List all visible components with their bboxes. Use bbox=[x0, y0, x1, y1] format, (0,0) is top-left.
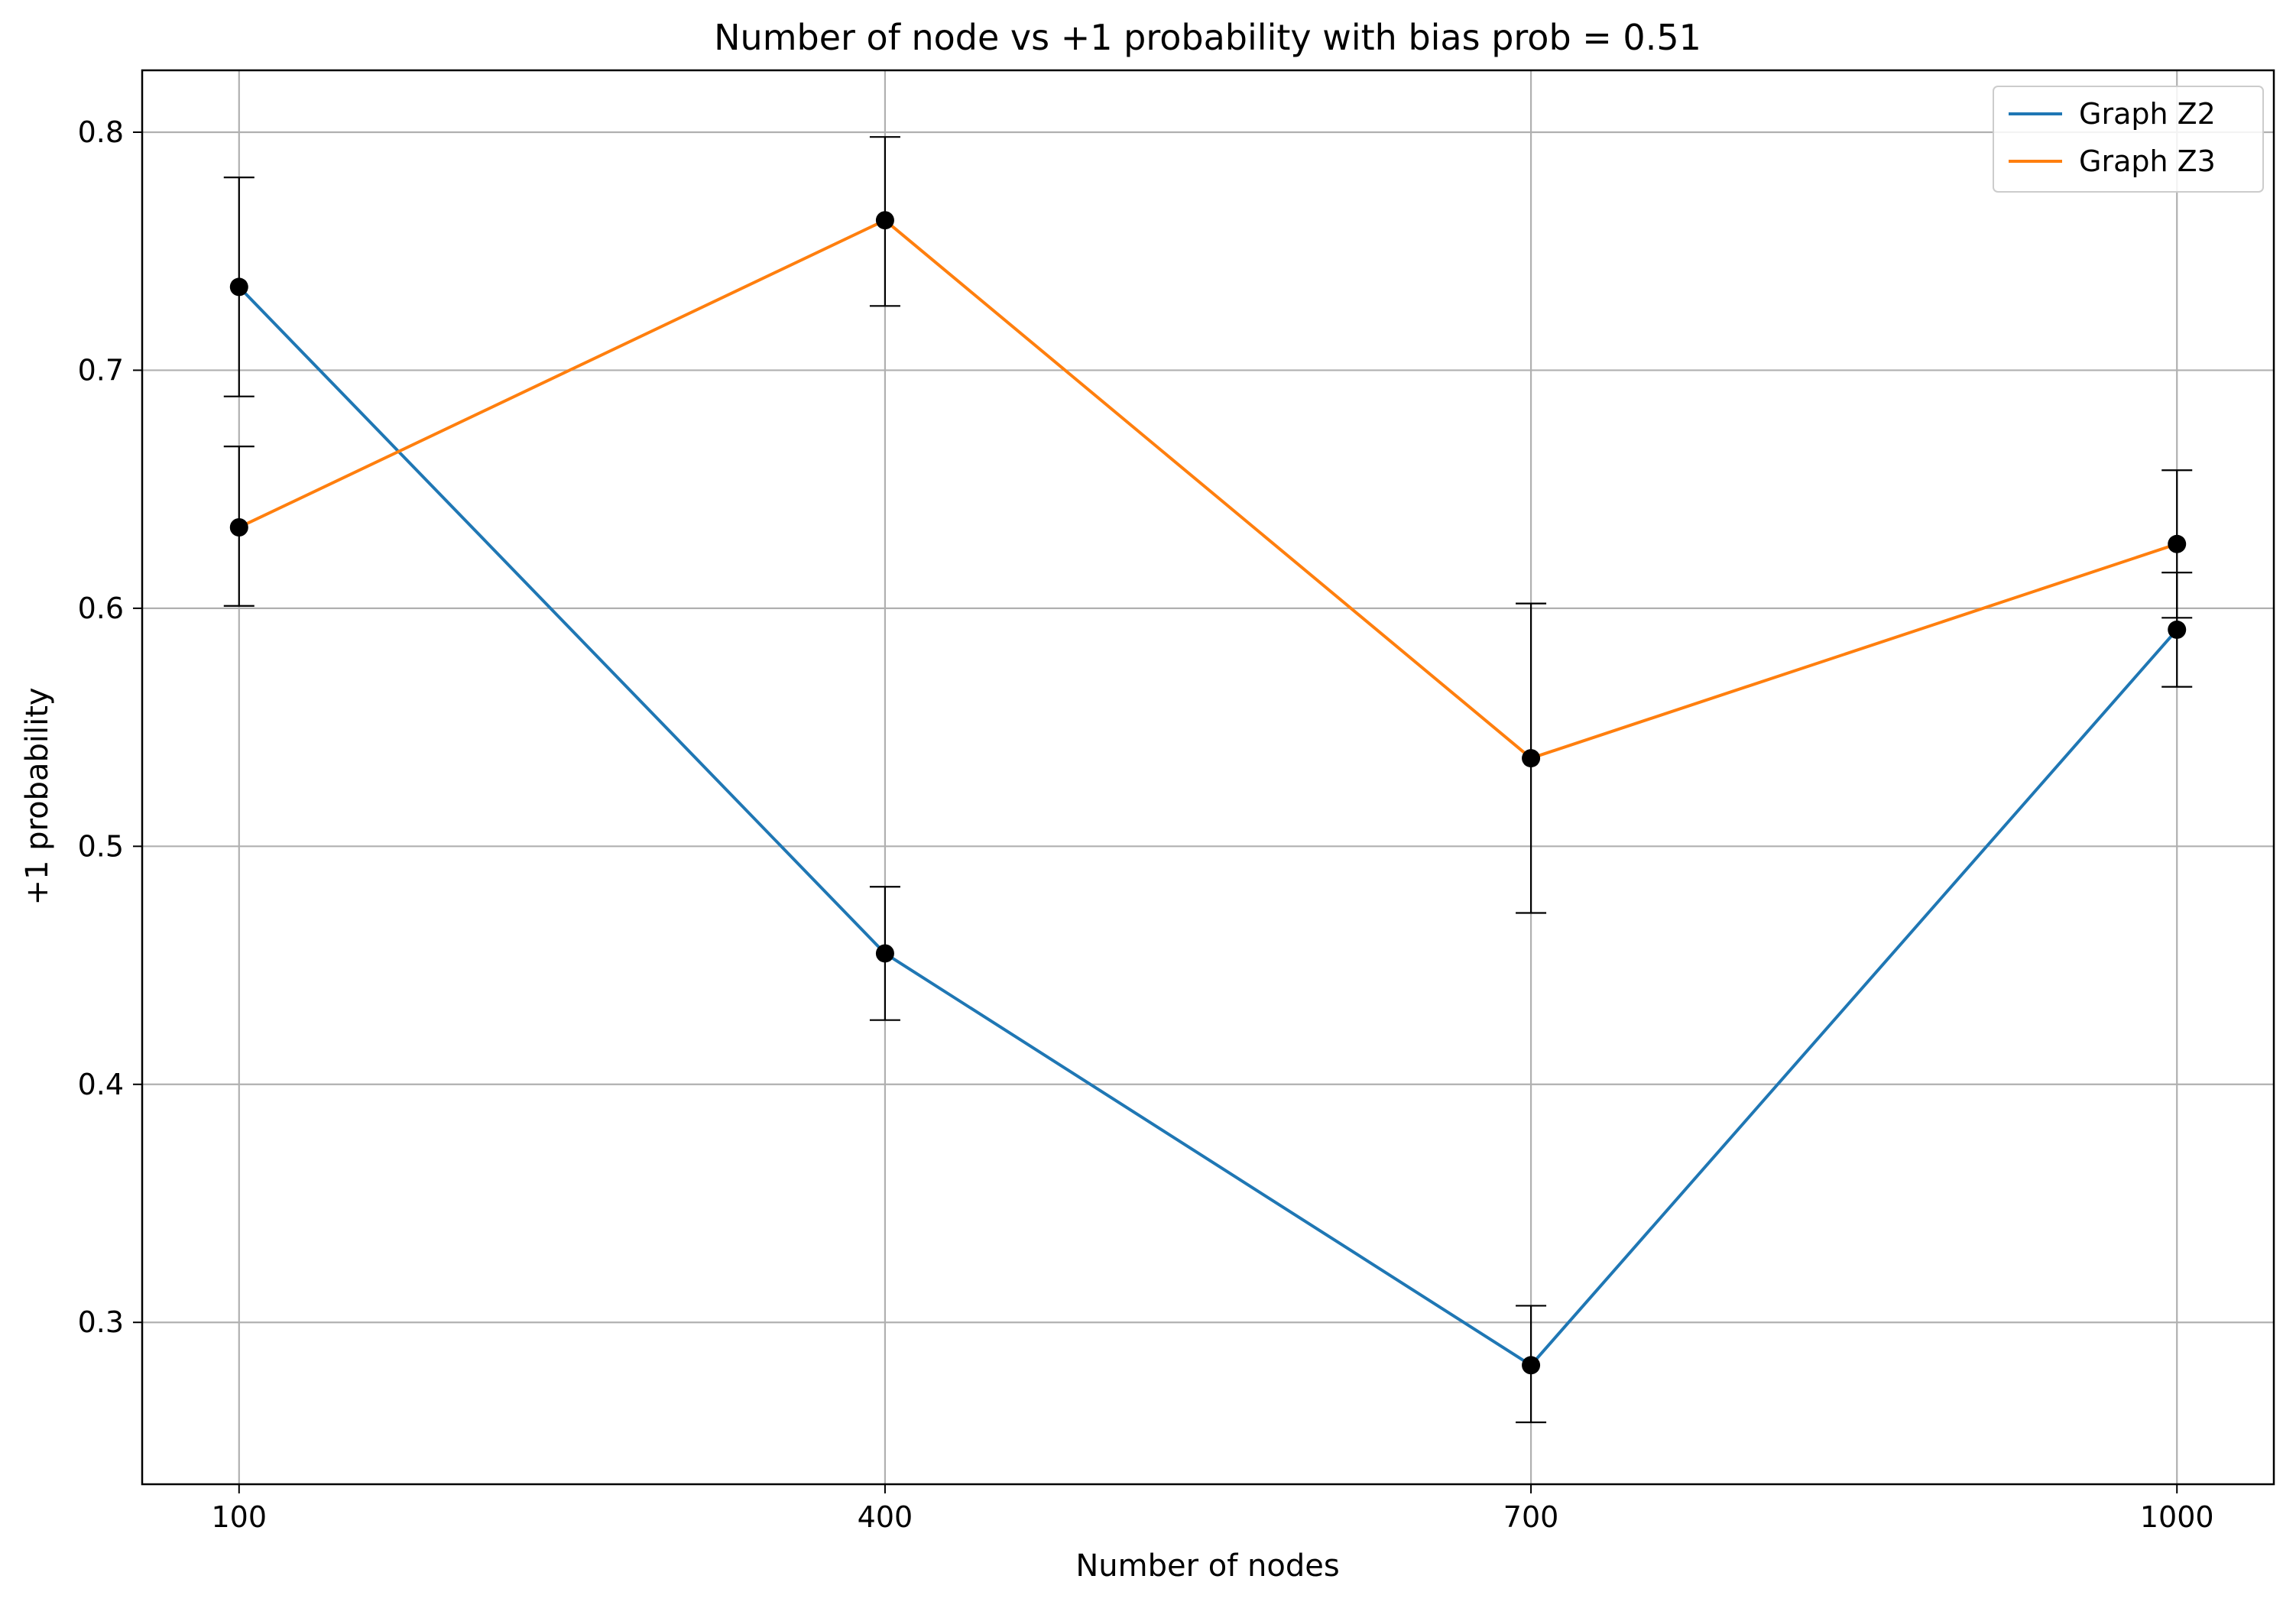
y-tick-label: 0.6 bbox=[78, 592, 124, 625]
x-axis-label: Number of nodes bbox=[1075, 1548, 1339, 1584]
series-line-2 bbox=[238, 219, 2178, 760]
legend-label: Graph Z2 bbox=[2079, 97, 2216, 131]
data-point bbox=[2168, 620, 2187, 639]
x-tick-label: 400 bbox=[858, 1500, 913, 1534]
y-tick-label: 0.7 bbox=[78, 353, 124, 387]
data-point bbox=[875, 211, 894, 230]
data-point bbox=[229, 517, 248, 537]
data-point bbox=[229, 277, 248, 297]
chart-title: Number of node vs +1 probability with bi… bbox=[714, 17, 1701, 58]
x-tick-label: 1000 bbox=[2140, 1500, 2214, 1534]
series-lines bbox=[238, 219, 2178, 1367]
data-point bbox=[875, 944, 894, 963]
y-tick-label: 0.8 bbox=[78, 115, 124, 149]
axis-ticks: 100 400 700 1000 0.3 0.4 0.5 0.6 0.7 0.8 bbox=[78, 115, 2214, 1534]
y-axis-label: +1 probability bbox=[20, 687, 55, 905]
legend: Graph Z2 Graph Z3 bbox=[1993, 86, 2264, 193]
data-point bbox=[1522, 1356, 1541, 1375]
data-markers bbox=[229, 211, 2187, 1375]
y-tick-label: 0.4 bbox=[78, 1068, 124, 1101]
plot-area-frame bbox=[141, 69, 2275, 1486]
x-tick-label: 700 bbox=[1503, 1500, 1559, 1534]
data-point bbox=[1522, 749, 1541, 768]
y-tick-label: 0.3 bbox=[78, 1305, 124, 1339]
legend-label: Graph Z3 bbox=[2079, 144, 2216, 178]
y-tick-label: 0.5 bbox=[78, 829, 124, 863]
x-tick-label: 100 bbox=[212, 1500, 268, 1534]
series-line-1 bbox=[238, 286, 2178, 1367]
data-point bbox=[2168, 534, 2187, 553]
